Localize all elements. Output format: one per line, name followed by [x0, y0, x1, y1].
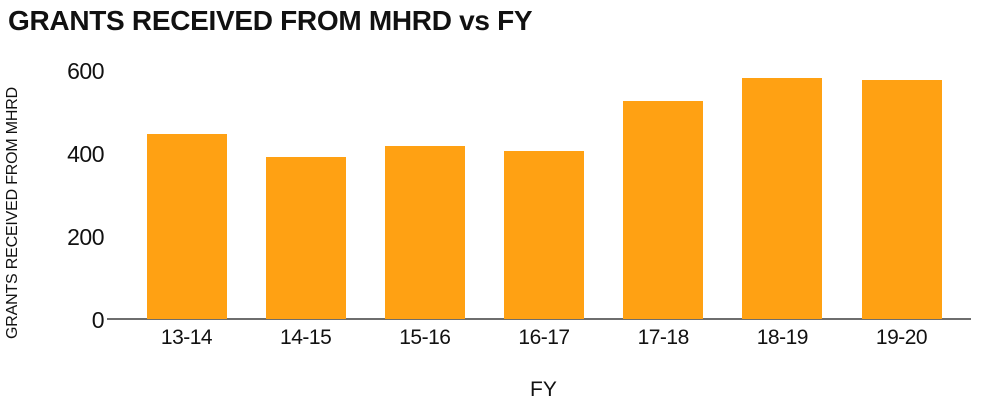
x-tick-label: 14-15 — [280, 326, 332, 349]
bar-15-16 — [384, 146, 465, 319]
bar-16-17 — [504, 150, 584, 319]
x-axis-title: FY — [530, 378, 557, 401]
y-tick-label: 400 — [67, 140, 104, 167]
bar-19-20 — [861, 79, 942, 319]
bar-18-19 — [742, 77, 823, 319]
y-tick-label: 200 — [67, 223, 104, 250]
chart-title: GRANTS RECEIVED FROM MHRD vs FY — [8, 5, 533, 36]
x-tick-label: 17-18 — [637, 326, 690, 349]
y-tick-label: 600 — [67, 57, 104, 84]
x-tick-label: 15-16 — [399, 326, 451, 349]
x-axis-line — [107, 318, 971, 320]
x-tick-label: 18-19 — [756, 326, 809, 349]
x-tick-label: 19-20 — [875, 326, 928, 349]
bar-14-15 — [265, 156, 346, 319]
x-tick-label: 13-14 — [160, 326, 213, 349]
bar-13-14 — [146, 133, 227, 319]
y-tick-label: 0 — [91, 307, 105, 333]
bar-17-18 — [623, 100, 704, 319]
y-axis-title: GRANTS RECEIVED FROM MHRD — [4, 87, 21, 339]
x-tick-label: 16-17 — [518, 326, 570, 349]
